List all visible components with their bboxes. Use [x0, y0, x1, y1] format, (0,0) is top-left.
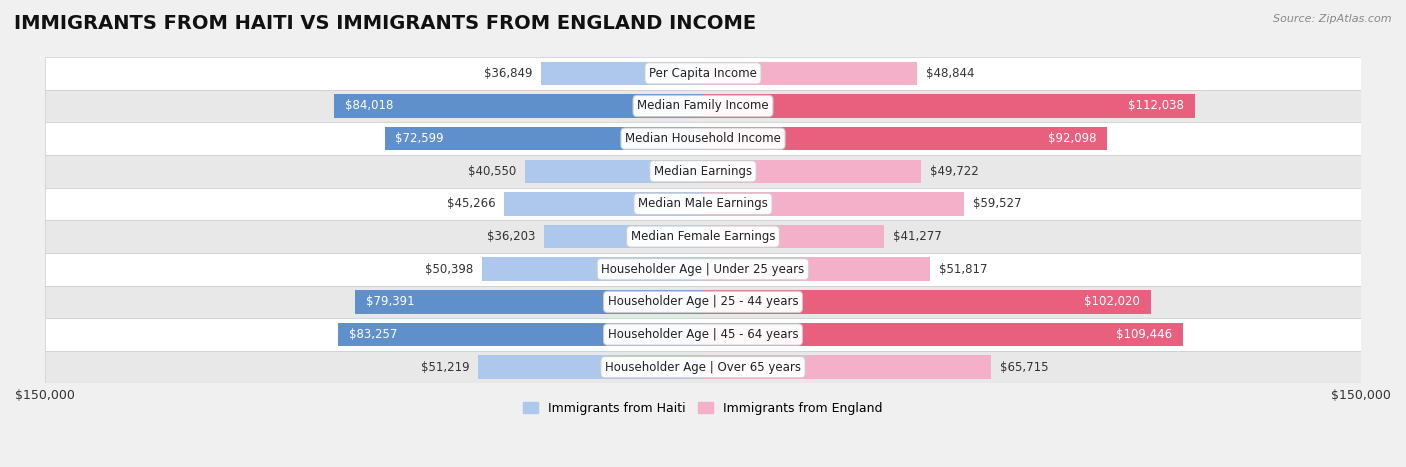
Text: $72,599: $72,599 [395, 132, 444, 145]
Text: Householder Age | 25 - 44 years: Householder Age | 25 - 44 years [607, 295, 799, 308]
FancyBboxPatch shape [45, 122, 1361, 155]
Text: $40,550: $40,550 [468, 165, 516, 178]
FancyBboxPatch shape [45, 220, 1361, 253]
Text: $45,266: $45,266 [447, 198, 496, 211]
Text: Median Household Income: Median Household Income [626, 132, 780, 145]
Text: $112,038: $112,038 [1128, 99, 1184, 113]
Text: Householder Age | Over 65 years: Householder Age | Over 65 years [605, 361, 801, 374]
Bar [703, 225, 884, 248]
Text: $109,446: $109,446 [1116, 328, 1173, 341]
Text: Median Female Earnings: Median Female Earnings [631, 230, 775, 243]
FancyBboxPatch shape [45, 351, 1361, 383]
FancyBboxPatch shape [45, 188, 1361, 220]
Bar [337, 323, 703, 346]
Text: $41,277: $41,277 [893, 230, 942, 243]
Bar [482, 257, 703, 281]
Bar [703, 290, 1150, 314]
Bar [703, 62, 917, 85]
Text: Source: ZipAtlas.com: Source: ZipAtlas.com [1274, 14, 1392, 24]
Text: Median Male Earnings: Median Male Earnings [638, 198, 768, 211]
FancyBboxPatch shape [45, 90, 1361, 122]
Text: $79,391: $79,391 [366, 295, 415, 308]
Text: $36,849: $36,849 [484, 67, 533, 80]
Text: $49,722: $49,722 [929, 165, 979, 178]
Text: IMMIGRANTS FROM HAITI VS IMMIGRANTS FROM ENGLAND INCOME: IMMIGRANTS FROM HAITI VS IMMIGRANTS FROM… [14, 14, 756, 33]
FancyBboxPatch shape [45, 318, 1361, 351]
Bar [354, 290, 703, 314]
Text: $48,844: $48,844 [927, 67, 974, 80]
Text: $50,398: $50,398 [425, 263, 474, 276]
Bar [505, 192, 703, 216]
Text: Per Capita Income: Per Capita Income [650, 67, 756, 80]
Text: $36,203: $36,203 [486, 230, 536, 243]
Text: Householder Age | 45 - 64 years: Householder Age | 45 - 64 years [607, 328, 799, 341]
Text: $84,018: $84,018 [346, 99, 394, 113]
FancyBboxPatch shape [45, 285, 1361, 318]
FancyBboxPatch shape [45, 253, 1361, 285]
Text: $59,527: $59,527 [973, 198, 1021, 211]
Text: $92,098: $92,098 [1047, 132, 1097, 145]
Text: Median Family Income: Median Family Income [637, 99, 769, 113]
FancyBboxPatch shape [45, 155, 1361, 188]
Bar [478, 355, 703, 379]
Text: $102,020: $102,020 [1084, 295, 1140, 308]
Legend: Immigrants from Haiti, Immigrants from England: Immigrants from Haiti, Immigrants from E… [519, 396, 887, 420]
Bar [703, 160, 921, 183]
Bar [703, 323, 1182, 346]
FancyBboxPatch shape [45, 57, 1361, 90]
Bar [703, 355, 991, 379]
Text: Householder Age | Under 25 years: Householder Age | Under 25 years [602, 263, 804, 276]
Bar [703, 127, 1107, 150]
Bar [703, 94, 1195, 118]
Bar [524, 160, 703, 183]
Text: Median Earnings: Median Earnings [654, 165, 752, 178]
Text: $83,257: $83,257 [349, 328, 396, 341]
Bar [335, 94, 703, 118]
Bar [384, 127, 703, 150]
Text: $51,817: $51,817 [939, 263, 987, 276]
Text: $51,219: $51,219 [420, 361, 470, 374]
Bar [541, 62, 703, 85]
Text: $65,715: $65,715 [1000, 361, 1049, 374]
Bar [703, 257, 931, 281]
Bar [544, 225, 703, 248]
Bar [703, 192, 965, 216]
